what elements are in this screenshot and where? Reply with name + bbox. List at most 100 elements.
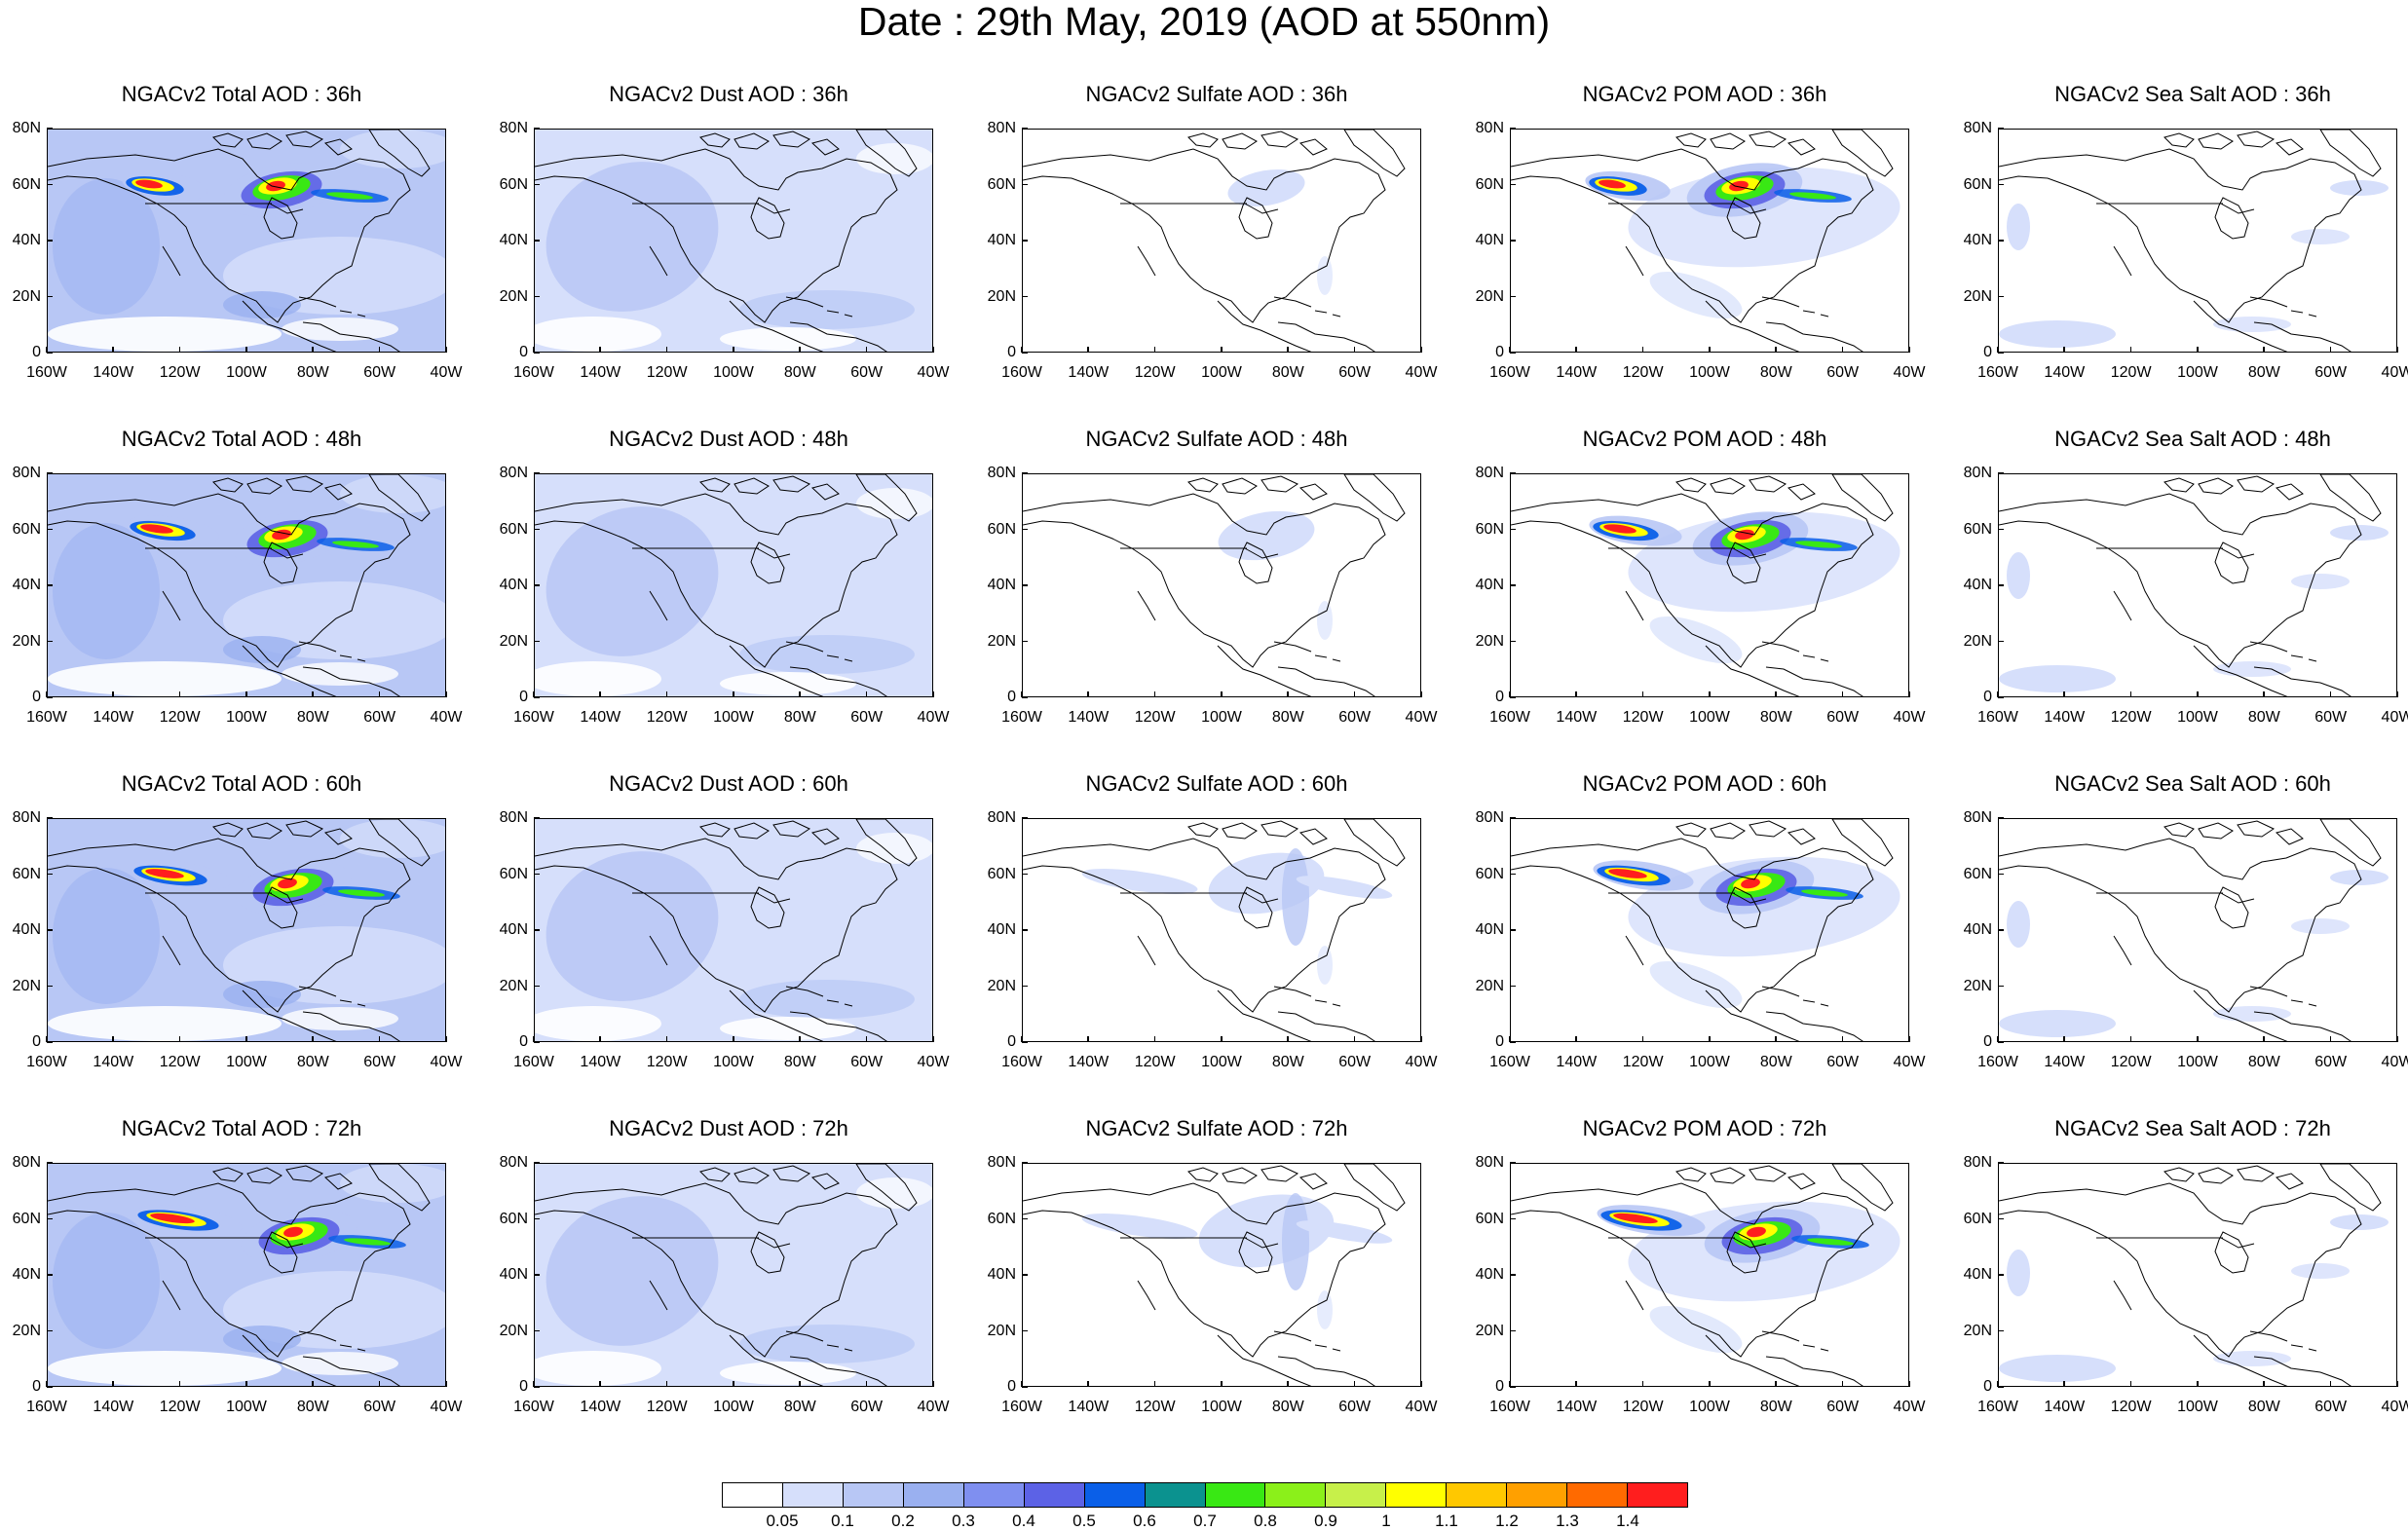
aod-shade (1801, 889, 1848, 897)
colorbar-label: 0.5 (1072, 1512, 1096, 1530)
lon-tick (799, 347, 801, 353)
colorbar-swatch (1265, 1483, 1327, 1507)
coastline (2096, 547, 2255, 559)
coastline (785, 986, 853, 1007)
lon-tick (1709, 1381, 1711, 1387)
panel-title: NGACv2 Total AOD : 72h (121, 1116, 362, 1140)
coastline (855, 474, 918, 522)
lon-tick (1575, 691, 1577, 697)
lon-tick (2329, 347, 2332, 353)
map-area (1998, 818, 2397, 1042)
lon-tick-label: 160W (1489, 1054, 1530, 1070)
lat-tick-label: 80N (987, 120, 1016, 136)
lon-tick-label: 40W (430, 1399, 463, 1415)
coastline (2193, 645, 2352, 696)
lon-tick (1841, 1381, 1844, 1387)
lon-tick (312, 1381, 314, 1387)
colorbar-swatch (1326, 1483, 1387, 1507)
map-panel-dust-48h: NGACv2 Dust AOD : 48h 80N 60N 40N 20N 0 160W 14… (487, 427, 974, 769)
panel-title: NGACv2 Sulfate AOD : 36h (1085, 82, 1348, 106)
lat-tick (1022, 472, 1028, 474)
lon-tick-label: 80W (2247, 1399, 2280, 1415)
coastline (1120, 892, 1279, 904)
coastline (212, 475, 353, 501)
aod-map (1511, 130, 1908, 352)
panel-title: NGACv2 Total AOD : 60h (121, 771, 362, 796)
lon-tick-label: 100W (1201, 1054, 1242, 1070)
aod-map (535, 1164, 932, 1386)
lon-tick (1641, 691, 1644, 697)
coastline (263, 197, 298, 240)
aod-shade (2007, 901, 2030, 948)
aod-shade (739, 635, 915, 674)
map-panel-total-48h: NGACv2 Total AOD : 48h 80N 60N 40N 20N 0 160W 1… (0, 427, 487, 769)
lon-tick (1841, 347, 1844, 353)
lat-tick-label: 20N (499, 632, 528, 650)
lon-tick-label: 160W (26, 1054, 67, 1070)
lat-tick-label: 0 (1007, 689, 1016, 705)
lon-tick (2263, 691, 2265, 697)
coastline (2249, 1330, 2317, 1352)
lon-tick-label: 60W (363, 1054, 396, 1070)
lon-tick-label: 60W (363, 709, 396, 726)
lon-tick-label: 80W (2247, 364, 2280, 381)
lon-tick (2396, 1381, 2398, 1387)
aod-map (535, 819, 932, 1041)
lat-tick (47, 295, 53, 297)
lon-tick-label: 160W (1977, 1399, 2018, 1415)
lon-tick-label: 40W (1405, 1399, 1438, 1415)
coastline (1238, 541, 1273, 584)
lon-tick (245, 1036, 247, 1042)
lon-tick-label: 40W (1405, 364, 1438, 381)
lat-tick (47, 352, 53, 354)
lat-tick-label: 0 (32, 1033, 41, 1050)
coastline (298, 1330, 366, 1352)
lat-tick (1022, 640, 1028, 642)
lat-tick (47, 640, 53, 642)
lon-tick-label: 100W (226, 364, 267, 381)
coastline (1831, 130, 1894, 177)
aod-background-shade (1023, 819, 1420, 1041)
lat-tick (1022, 1329, 1028, 1331)
panel-title: NGACv2 Dust AOD : 72h (609, 1116, 848, 1140)
coastline (1831, 474, 1894, 522)
lat-tick (534, 696, 540, 698)
aod-shade (340, 130, 445, 168)
lon-tick-label: 80W (1759, 1399, 1792, 1415)
lat-tick (534, 1329, 540, 1331)
lat-tick-label: 20N (1963, 632, 1992, 650)
lat-tick-label: 0 (1495, 1033, 1504, 1050)
aod-shade (720, 672, 856, 695)
lon-tick-label: 100W (1689, 1054, 1730, 1070)
lat-tick (1510, 128, 1516, 130)
colorbar-label: 1.3 (1556, 1512, 1579, 1530)
coastline (1705, 645, 1863, 696)
lat-tick (1022, 528, 1028, 530)
lon-tick (245, 691, 247, 697)
colorbar-label: 0.1 (831, 1512, 854, 1530)
coastline (1675, 475, 1816, 501)
lat-tick-label: 0 (519, 1033, 528, 1050)
map-panel-dust-36h: NGACv2 Dust AOD : 36h 80N 60N 40N 20N 0 160W 14… (487, 82, 974, 425)
coastline (242, 990, 400, 1041)
lon-tick-label: 80W (783, 1054, 816, 1070)
lon-tick-label: 140W (93, 364, 134, 381)
lat-tick (1022, 128, 1028, 130)
coastline (1999, 148, 2362, 323)
lon-tick-label: 160W (1489, 709, 1530, 726)
coastline (1608, 203, 1767, 214)
map-panel-pom-36h: NGACv2 POM AOD : 36h 80N 60N 40N 20N 0 160W 140… (1463, 82, 1950, 425)
coastline (1343, 1164, 1406, 1212)
lon-tick-label: 100W (1689, 364, 1730, 381)
lon-tick-label: 120W (159, 364, 201, 381)
lon-tick (1420, 347, 1422, 353)
lon-tick-label: 80W (783, 709, 816, 726)
lon-tick (1509, 1036, 1511, 1042)
lon-tick (112, 1036, 114, 1042)
aod-shade (2291, 918, 2350, 934)
coastline (1705, 1334, 1863, 1386)
aod-shade (223, 1326, 301, 1353)
lon-tick (1997, 691, 1999, 697)
lat-tick-label: 60N (1475, 520, 1504, 538)
lat-tick-label: 0 (32, 344, 41, 360)
